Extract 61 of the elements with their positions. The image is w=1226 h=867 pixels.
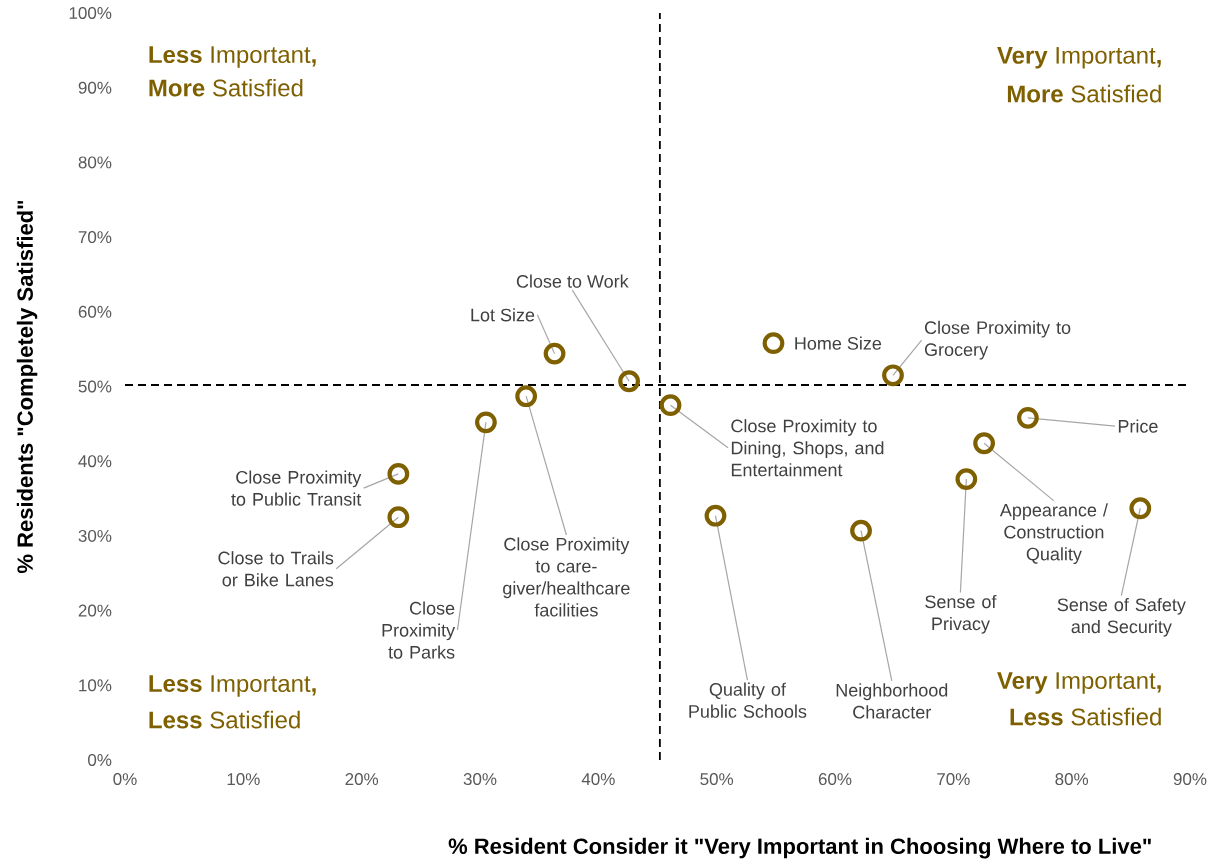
point [762,332,785,355]
annotation: Less Satisfied [149,710,300,729]
y-axis-title: % Residents "Completely Satisfied" [16,200,38,574]
x-tick-label: 20% [345,773,379,786]
y-tick-label: 30% [78,529,112,542]
annotation: Sense of Safety and Security [1057,597,1186,637]
x-tick-label: 90% [1173,773,1207,786]
y-tick-label: 40% [78,455,112,468]
annotation: Close Proximity to Parks [382,601,456,659]
annotation: Very Important, [997,672,1161,694]
x-tick-label: 30% [463,773,497,786]
annotation: Quality of Public Schools [689,682,807,718]
point [618,370,640,393]
y-tick-label: 80% [78,156,112,169]
point [882,364,904,387]
point [515,385,538,408]
x-tick-label: 40% [581,773,615,786]
point [955,468,978,491]
x-tick-label: 80% [1055,773,1089,786]
point [704,504,727,527]
annotation: Close to Work [516,274,629,288]
point [1129,497,1152,520]
y-tick-label: 20% [78,604,112,617]
y-tick-label: 60% [78,305,112,318]
x-tick-label: 50% [700,773,734,786]
annotation: Close Proximity to Grocery [924,320,1071,360]
annotation: Less Important, [149,46,316,68]
annotation: Less Important, [149,675,316,697]
annotation: Neighborhood Character [836,683,948,719]
point [850,519,872,542]
y-tick-label: 0% [88,753,112,766]
annotation: Close Proximity to care-giver/healthcare facilities [503,537,630,617]
annotation: Lot Size [471,308,535,322]
x-tick-label: 10% [227,773,260,786]
point [659,394,682,417]
annotation: Sense of Privacy [925,594,997,634]
y-tick-label: 10% [79,679,112,692]
y-tick-label: 90% [78,81,112,94]
point [475,411,497,434]
x-tick-label: 60% [818,773,852,786]
annotation: Close Proximity to Public Transit [231,470,362,506]
x-tick-label: 70% [937,773,970,786]
point [387,506,410,529]
x-axis-title: % Resident Consider it "Very Important in Choosing Where to Live" [448,837,1151,859]
point [543,342,566,365]
annotation: Less Satisfied [1010,707,1161,726]
point [1016,406,1039,429]
point [973,432,995,455]
annotation: Appearance / Construction Quality [999,503,1108,565]
annotation: Very Important, [997,47,1161,69]
annotation: More Satisfied [1007,84,1161,103]
annotation: Price [1118,419,1158,433]
y-tick-label: 70% [78,231,112,244]
y-tick-label: 100% [69,6,112,19]
annotation: Close to Trails or Bike Lanes [218,551,334,587]
point [387,462,410,485]
x-tick-label: 0% [113,773,137,786]
annotation: Home Size [795,336,882,350]
y-tick-label: 50% [78,380,112,393]
annotation: More Satisfied [149,78,303,97]
annotation: Close Proximity to Dining, Shops, and Entertainment [731,419,884,477]
